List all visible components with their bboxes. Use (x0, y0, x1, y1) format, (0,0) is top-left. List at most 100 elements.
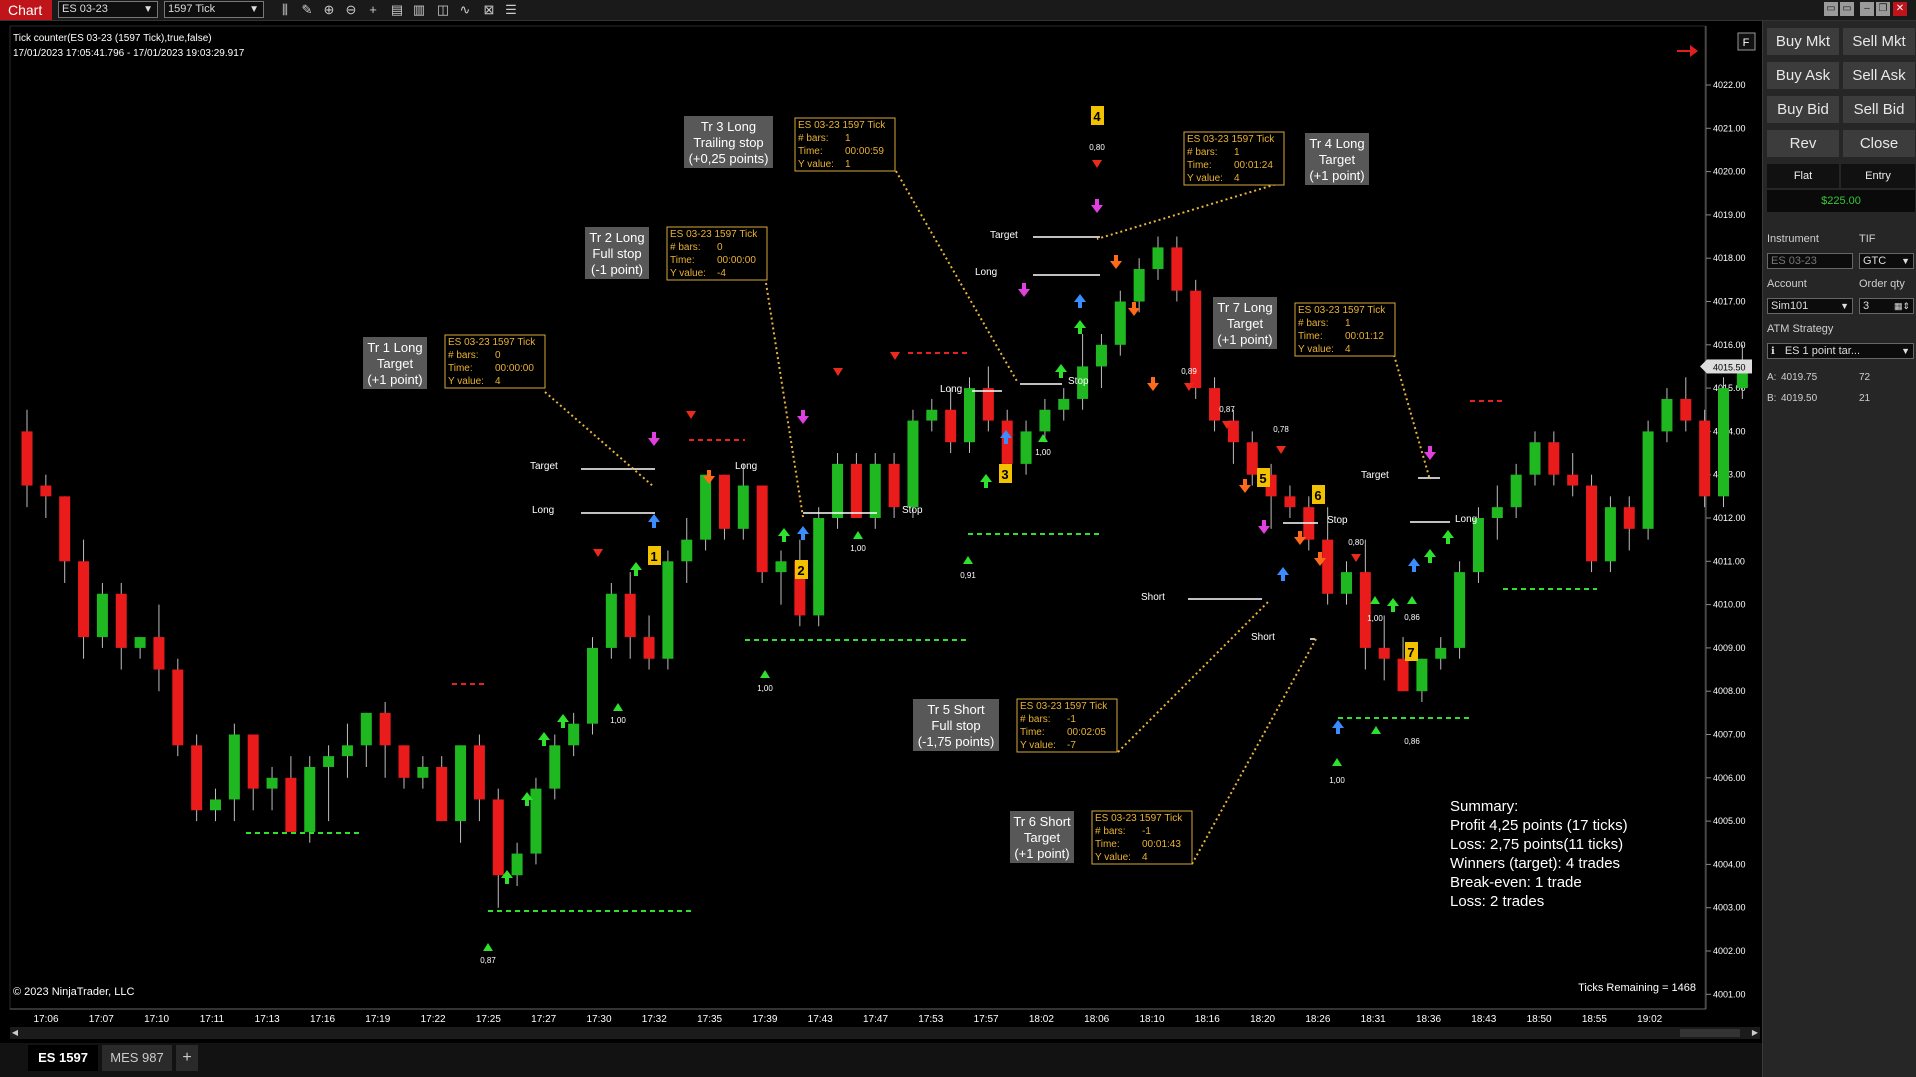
time-tick-label: 17:47 (863, 1014, 888, 1025)
properties-icon[interactable]: ▥ (412, 2, 426, 17)
scroll-left-icon[interactable]: ◀ (11, 1028, 19, 1037)
f-button (1737, 32, 1756, 51)
order-qty-stepper[interactable]: 3 ▦⇕ (1859, 298, 1914, 314)
candle (681, 539, 693, 562)
templates-icon[interactable]: ⊠ (483, 2, 495, 17)
info-icon[interactable]: ℹ (1771, 346, 1775, 357)
candle (1454, 572, 1466, 648)
trade-link-line (1096, 182, 1281, 240)
time-tick-label: 17:32 (642, 1014, 667, 1025)
time-tick-label: 18:02 (1029, 1014, 1054, 1025)
level-triangle-icon (1222, 421, 1232, 429)
long-order-label: Long (1455, 514, 1477, 525)
tif-select-value: GTC (1863, 255, 1887, 267)
price-tick-label: 4021.00 (1713, 123, 1746, 133)
atm-strategy-value: ES 1 point tar... (1784, 345, 1861, 357)
arrow-down-icon (703, 476, 715, 484)
candle (455, 745, 467, 822)
candle (794, 561, 806, 616)
scrollbar-thumb[interactable] (1680, 1029, 1740, 1037)
candle (1623, 507, 1635, 529)
price-tick-label: 4009.00 (1713, 643, 1746, 653)
chart-area[interactable]: 4022.00 4021.00 4020.00 4019.00 4018.00 4017.… (0, 21, 1762, 1056)
atm-strategy-select[interactable]: ℹ ES 1 point tar... ▼ (1767, 343, 1914, 359)
tick-info-time-label: Time: (1298, 331, 1323, 342)
signal-value-label: 1,00 (850, 544, 866, 553)
time-tick-label: 17:13 (255, 1014, 280, 1025)
add-tab-button[interactable]: + (176, 1045, 198, 1071)
candle (605, 593, 617, 648)
scroll-right-icon[interactable]: ▶ (1751, 1028, 1759, 1037)
zoom-out-icon[interactable]: ⊖ (345, 2, 357, 17)
instrument-field[interactable]: ES 03-23 (1767, 253, 1853, 269)
candle (1736, 366, 1748, 389)
chevron-down-icon: ▼ (143, 4, 153, 15)
object-list-icon[interactable]: ☰ (505, 2, 517, 17)
signal-value-label: 0,89 (1181, 367, 1197, 376)
horizontal-scrollbar[interactable]: ◀ ▶ (10, 1027, 1760, 1039)
candle (473, 745, 485, 800)
maximize-icon[interactable]: ❐ (1876, 2, 1890, 16)
bid-label: B: (1767, 393, 1777, 404)
indicators-icon[interactable]: ∿ (459, 2, 471, 17)
buy-bid-button[interactable]: Buy Bid (1767, 96, 1839, 123)
spinner-icon[interactable]: ▦⇕ (1893, 301, 1910, 311)
arrow-up-icon (521, 792, 533, 800)
interval-select[interactable]: 1597 Tick ▼ (164, 1, 264, 18)
time-tick-label: 18:50 (1527, 1014, 1552, 1025)
candle (1680, 398, 1692, 421)
trade-number-marker (648, 546, 661, 565)
arrow-up-icon (1424, 549, 1436, 557)
tick-info-bars-label: # bars: (670, 242, 701, 253)
tick-info-box (794, 117, 896, 172)
trade-number-marker (1091, 106, 1104, 125)
window-layout-icon[interactable]: ▭ (1824, 2, 1838, 16)
close-icon[interactable]: ✕ (1893, 2, 1907, 16)
sell-market-button[interactable]: Sell Mkt (1843, 28, 1915, 55)
time-tick-label: 17:57 (974, 1014, 999, 1025)
trade-summary-box (1213, 297, 1277, 349)
crosshair-icon[interactable]: + (369, 2, 377, 17)
minimize-icon[interactable]: – (1860, 2, 1874, 16)
ask-label: A: (1767, 372, 1777, 383)
trade-link-line (895, 170, 1019, 384)
long-order-label: Long (975, 267, 997, 278)
trade-summary-exit: Target (377, 356, 414, 371)
level-triangle-icon (1184, 383, 1194, 391)
buy-market-button[interactable]: Buy Mkt (1767, 28, 1839, 55)
candle (1604, 507, 1616, 562)
sell-ask-button[interactable]: Sell Ask (1843, 62, 1915, 89)
signal-value-label: 0,80 (1348, 538, 1364, 547)
sell-bid-button[interactable]: Sell Bid (1843, 96, 1915, 123)
tif-select[interactable]: GTC ▼ (1859, 253, 1914, 269)
price-tick-label: 4017.00 (1713, 297, 1746, 307)
candle (398, 745, 410, 778)
bar-type-icon[interactable]: ⫼ (282, 2, 288, 17)
tick-info-yvalue-value: 4 (495, 376, 501, 387)
strategies-icon[interactable]: ◫ (436, 2, 450, 17)
arrow-up-icon (1281, 575, 1285, 581)
tab-mes-987[interactable]: MES 987 (102, 1045, 172, 1071)
draw-tools-icon[interactable]: ✎ (301, 2, 313, 17)
data-box-icon[interactable]: ▤ (390, 2, 404, 17)
buy-ask-button[interactable]: Buy Ask (1767, 62, 1839, 89)
price-chart[interactable]: 4022.00 4021.00 4020.00 4019.00 4018.00 4017.… (0, 21, 1762, 1056)
tab-es-1597[interactable]: ES 1597 (28, 1045, 98, 1071)
close-position-button[interactable]: Close (1843, 130, 1915, 157)
candle (115, 593, 127, 648)
window-tile-icon[interactable]: ▭ (1840, 2, 1854, 16)
tick-info-title: ES 03-23 1597 Tick (448, 337, 536, 348)
account-select[interactable]: Sim101 ▼ (1767, 298, 1853, 314)
tick-info-box (1091, 810, 1193, 865)
instrument-select-value: ES 03-23 (62, 3, 108, 15)
arrow-up-icon (984, 482, 988, 488)
instrument-select[interactable]: ES 03-23 ▼ (58, 1, 158, 18)
tick-info-bars-label: # bars: (448, 350, 479, 361)
summary-line: Loss: 2,75 points(11 ticks) (1450, 836, 1623, 853)
reverse-button[interactable]: Rev (1767, 130, 1839, 157)
trade-number-label: 4 (1093, 109, 1101, 124)
time-tick-label: 18:43 (1471, 1014, 1496, 1025)
zoom-in-icon[interactable]: ⊕ (323, 2, 335, 17)
trade-summary-box (913, 699, 999, 751)
arrow-down-icon (797, 416, 809, 424)
